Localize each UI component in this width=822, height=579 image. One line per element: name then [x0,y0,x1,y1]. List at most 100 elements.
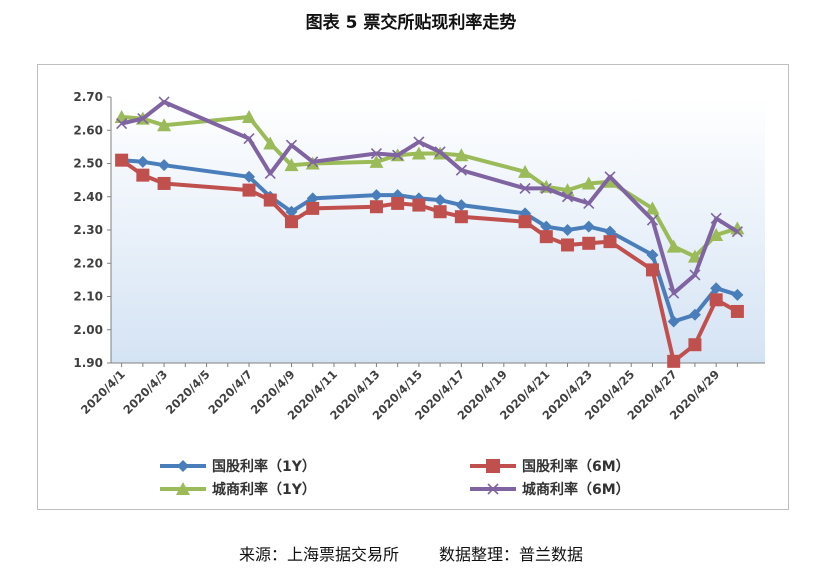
data-point-square [115,153,129,167]
data-point-triangle [602,174,617,188]
data-point-square [369,200,383,214]
data-point-square [242,183,256,197]
data-point-triangle [157,118,172,132]
data-point-square [667,354,681,368]
y-tick-label: 2.50 [73,157,103,171]
data-point-triangle [687,249,702,263]
series-line-4 [121,100,739,296]
data-point-x [285,139,298,151]
data-point-triangle [666,239,681,253]
legend-label: 城商利率（6M） [522,482,630,498]
data-point-triangle [518,164,533,178]
data-point-diamond [158,159,171,172]
x-tick-label: 2020/4/3 [120,367,170,417]
source-label: 来源：上海票据交易所 [238,545,399,564]
data-point-square [412,198,426,212]
data-point-x [731,226,743,238]
data-point-x [370,147,382,160]
y-tick-label: 2.30 [73,223,103,237]
x-tick-label: 2020/4/5 [163,367,213,417]
data-point-x [307,156,319,168]
data-point-square [539,230,553,244]
data-point-diamond [434,194,447,207]
data-point-diamond [540,220,553,233]
data-point-square [306,201,320,215]
data-point-square [645,263,659,277]
data-point-x [540,182,552,195]
data-point-square [730,304,744,318]
data-point-x [604,171,616,183]
data-point-triangle [263,136,278,150]
data-point-square [263,193,277,207]
series-line-3 [121,115,739,259]
data-point-square [391,196,405,210]
data-point-square [454,210,468,224]
data-point-square [518,215,532,229]
data-point-x [689,269,701,281]
data-point-triangle [709,227,724,241]
legend-item-series-3: 城商利率（1Y） [160,479,316,499]
data-point-square [561,238,575,252]
x-tick-label: 2020/4/1 [78,367,128,417]
data-point-square [603,235,617,249]
y-tick-label: 2.40 [73,190,103,204]
data-point-diamond [136,155,149,168]
y-tick-label: 2.20 [73,256,103,270]
data-point-x [392,149,404,161]
data-point-triangle [242,109,257,123]
legend-label: 国股利率（6M） [522,459,630,475]
legend-swatch-triangle [160,482,206,495]
data-point-triangle [581,176,596,190]
data-point-diamond [285,205,298,218]
y-tick-label: 1.90 [73,356,103,370]
data-point-diamond [688,308,701,321]
data-point-square [284,215,298,229]
data-point-x [710,212,722,224]
data-point-diamond [370,189,383,202]
data-point-x [116,118,128,130]
y-tick-label: 2.10 [73,290,103,304]
data-point-x [137,113,149,125]
data-point-diamond [710,282,723,295]
data-point-square [709,293,723,307]
legend-label: 国股利率（1Y） [212,459,316,475]
legend-swatch-x [470,483,516,495]
data-point-triangle [454,148,469,162]
data-point-diamond [731,288,744,301]
data-point-triangle [284,158,299,172]
data-point-x [243,132,255,145]
figure-title: 图表 5 票交所贴现利率走势 [305,13,517,33]
data-point-x [519,182,531,195]
data-point-triangle [645,201,660,215]
legend-item-series-1: 国股利率（1Y） [160,456,316,476]
data-point-diamond [667,315,680,328]
data-point-x [561,191,574,203]
data-point-diamond [561,224,574,236]
legend-swatch-square [470,459,516,473]
data-point-x [668,287,680,299]
chart-legend: 国股利率（1Y） 国股利率（6M） 城商利率（1Y） 城商利率（6M） [160,456,720,500]
y-tick-label: 2.60 [73,123,103,137]
data-point-diamond [603,225,616,238]
data-point-diamond [455,199,468,212]
data-point-square [688,338,702,352]
data-point-diamond [306,192,319,205]
legend-item-series-2: 国股利率（6M） [470,456,630,476]
data-point-square [582,236,596,250]
data-point-triangle [411,146,426,160]
x-tick-label: 2020/4/7 [205,367,255,417]
y-tick-label: 2.00 [73,323,103,337]
series-line-1 [121,158,738,324]
data-point-diamond [646,248,659,261]
figure-source: 来源：上海票据交易所 数据整理：普兰数据 [0,541,822,565]
legend-item-series-4: 城商利率（6M） [470,479,630,499]
data-point-diamond [582,220,595,233]
chart-frame: 1.90 2.00 2.10 2.20 2.30 2.40 2.50 2.60 2.70 2020… [37,64,789,510]
data-point-x [413,136,425,148]
compiled-label: 数据整理：普兰数据 [439,545,584,564]
legend-swatch-diamond [160,460,206,472]
series-line-2 [120,158,739,364]
y-tick-label: 2.70 [73,90,103,104]
data-point-diamond [243,170,256,183]
data-point-x [455,164,467,176]
